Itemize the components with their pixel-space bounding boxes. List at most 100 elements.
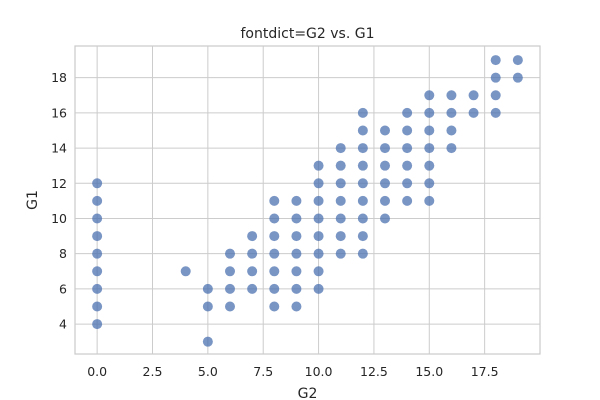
x-tick-label: 15.0: [415, 364, 443, 379]
data-point: [269, 213, 280, 224]
data-point: [357, 248, 368, 259]
data-point: [335, 178, 346, 189]
data-point: [424, 160, 435, 171]
y-tick-label: 6: [59, 281, 67, 296]
data-point: [424, 107, 435, 118]
data-point: [335, 213, 346, 224]
data-point: [335, 160, 346, 171]
x-tick-label: 10.0: [305, 364, 333, 379]
data-point: [468, 107, 479, 118]
data-point: [291, 301, 302, 312]
data-point: [357, 143, 368, 154]
data-point: [402, 195, 413, 206]
data-point: [490, 107, 501, 118]
data-point: [313, 178, 324, 189]
data-point: [490, 72, 501, 83]
data-point: [357, 213, 368, 224]
data-point: [424, 178, 435, 189]
data-point: [313, 283, 324, 294]
data-point: [357, 231, 368, 242]
data-point: [247, 248, 258, 259]
x-tick-label: 2.5: [143, 364, 163, 379]
data-point: [335, 248, 346, 259]
data-point: [269, 301, 280, 312]
y-tick-label: 4: [59, 317, 67, 332]
data-point: [269, 231, 280, 242]
data-point: [424, 195, 435, 206]
data-point: [202, 283, 213, 294]
data-point: [357, 178, 368, 189]
data-point: [291, 213, 302, 224]
data-point: [357, 160, 368, 171]
data-point: [380, 125, 390, 136]
y-axis-label: G1: [25, 190, 41, 210]
data-point: [313, 266, 324, 277]
data-point: [446, 143, 457, 154]
data-point: [446, 107, 457, 118]
data-point: [380, 213, 390, 224]
data-point: [269, 248, 280, 259]
data-point: [335, 231, 346, 242]
x-tick-label: 17.5: [471, 364, 499, 379]
data-point: [357, 107, 368, 118]
y-tick-labels: 4 6 8 10 12 14 16 18: [51, 70, 67, 331]
data-point: [92, 266, 103, 277]
data-point: [313, 213, 324, 224]
data-point: [313, 231, 324, 242]
data-point: [313, 195, 324, 206]
data-point: [313, 160, 324, 171]
data-point: [180, 266, 191, 277]
data-point: [335, 195, 346, 206]
data-point: [225, 283, 235, 294]
data-point: [468, 90, 479, 101]
data-point: [402, 107, 413, 118]
data-point: [380, 160, 390, 171]
data-point: [92, 283, 103, 294]
x-tick-label: 5.0: [198, 364, 218, 379]
data-point: [490, 55, 501, 66]
data-point: [202, 301, 213, 312]
y-tick-label: 10: [51, 211, 67, 226]
data-point: [247, 231, 258, 242]
data-point: [225, 266, 235, 277]
data-point: [269, 195, 280, 206]
data-point: [202, 336, 213, 347]
data-point: [402, 143, 413, 154]
data-point: [424, 90, 435, 101]
data-point: [380, 178, 390, 189]
y-tick-label: 12: [51, 176, 67, 191]
data-point: [291, 195, 302, 206]
y-tick-label: 16: [51, 105, 67, 120]
data-point: [446, 125, 457, 136]
data-point: [92, 248, 103, 259]
data-point: [225, 248, 235, 259]
data-point: [402, 178, 413, 189]
chart-title: fontdict=G2 vs. G1: [241, 26, 375, 42]
data-point: [313, 248, 324, 259]
data-point: [269, 283, 280, 294]
data-point: [512, 72, 523, 83]
data-point: [402, 125, 413, 136]
data-point: [92, 213, 103, 224]
data-point: [335, 143, 346, 154]
data-point: [92, 231, 103, 242]
data-point: [380, 195, 390, 206]
x-tick-label: 7.5: [253, 364, 273, 379]
data-point: [269, 266, 280, 277]
data-point: [512, 55, 523, 66]
data-point: [424, 143, 435, 154]
data-point: [357, 125, 368, 136]
data-point: [225, 301, 235, 312]
data-point: [424, 125, 435, 136]
data-point: [291, 248, 302, 259]
data-point: [92, 178, 103, 189]
data-point: [291, 283, 302, 294]
x-axis-label: G2: [298, 386, 318, 400]
plot-frame: [74, 45, 541, 355]
y-tick-label: 18: [51, 70, 67, 85]
data-point: [247, 283, 258, 294]
x-tick-label: 0.0: [87, 364, 107, 379]
data-points: [92, 55, 523, 347]
x-tick-label: 12.5: [360, 364, 388, 379]
data-point: [357, 195, 368, 206]
